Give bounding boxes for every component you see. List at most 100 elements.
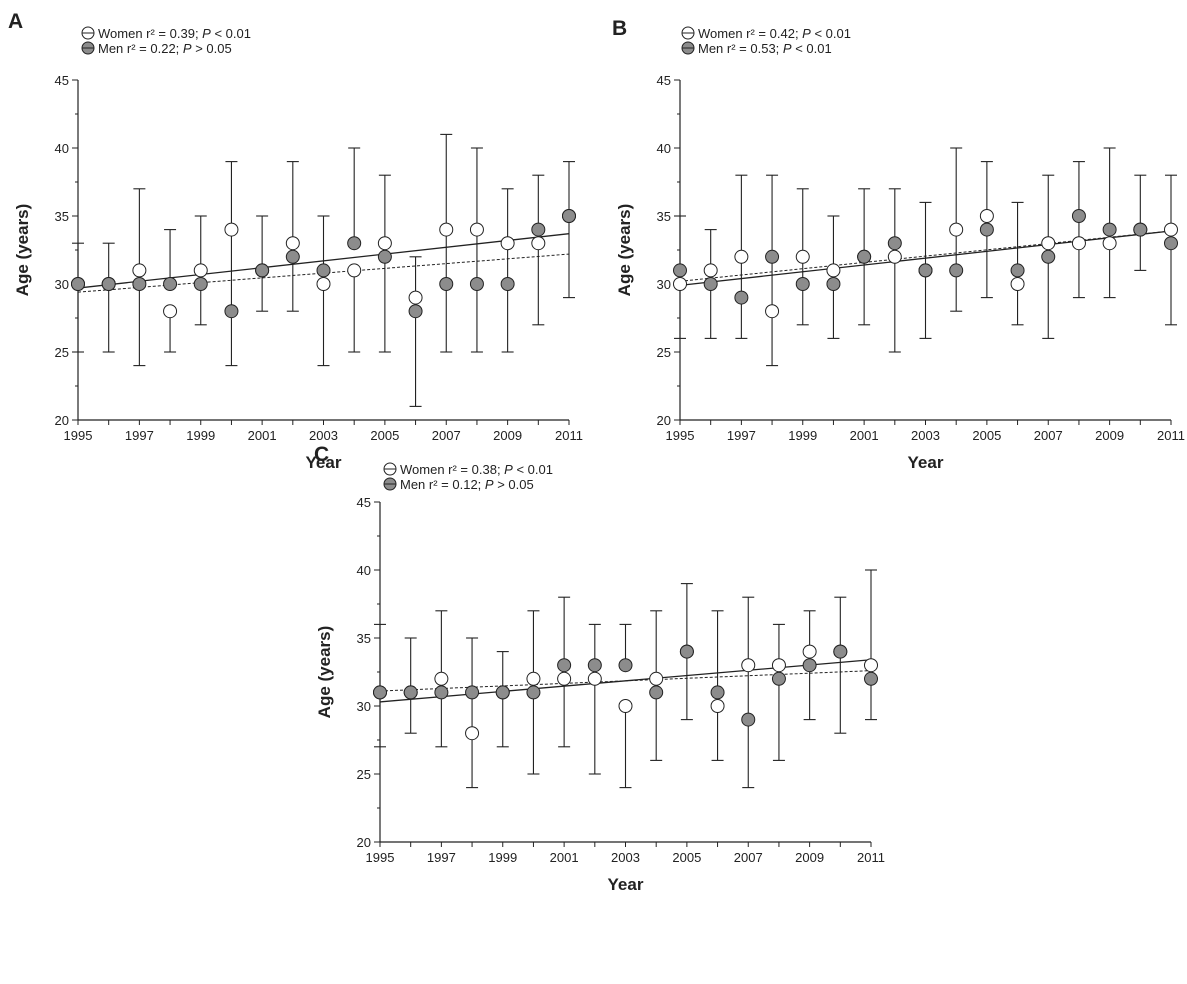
data-point-women bbox=[979, 209, 994, 223]
legend-p-symbol: P bbox=[183, 41, 192, 56]
data-point-women bbox=[618, 699, 633, 713]
data-point-men bbox=[347, 236, 362, 251]
legend-entry: Women r² = 0.38; P < 0.01 bbox=[383, 462, 553, 477]
legend-p-value: > 0.05 bbox=[192, 41, 232, 56]
x-tick-label: 2005 bbox=[972, 428, 1001, 443]
data-point-women bbox=[434, 671, 449, 686]
x-tick-label: 2005 bbox=[370, 428, 399, 443]
x-tick-label: 2001 bbox=[850, 428, 879, 443]
data-point-women bbox=[500, 236, 515, 251]
data-point-men bbox=[1010, 263, 1025, 278]
y-tick-label: 30 bbox=[55, 277, 69, 292]
data-point-men bbox=[373, 685, 387, 700]
y-tick-label: 30 bbox=[657, 277, 671, 292]
data-point-women bbox=[765, 304, 780, 319]
data-point-men bbox=[649, 685, 664, 700]
y-tick-label: 40 bbox=[55, 141, 69, 156]
data-point-women bbox=[408, 290, 423, 305]
data-point-women bbox=[1041, 236, 1056, 251]
data-point-men bbox=[531, 222, 546, 237]
data-point-men bbox=[979, 222, 994, 237]
y-tick-label: 35 bbox=[657, 209, 671, 224]
legend-entry: Women r² = 0.42; P < 0.01 bbox=[681, 26, 851, 41]
x-tick-label: 1999 bbox=[488, 850, 517, 865]
x-tick-label: 1995 bbox=[366, 850, 395, 865]
data-point-men bbox=[439, 277, 454, 291]
y-axis-title: Age (years) bbox=[315, 626, 334, 719]
panel-label: B bbox=[612, 17, 627, 40]
x-tick-label: 1999 bbox=[788, 428, 817, 443]
chart-panel-a: A 1995 1997 1999 2001 2003 2005 2007 2009 2011 20 2… bbox=[8, 10, 583, 472]
data-point-men bbox=[562, 209, 576, 223]
x-tick-label: 1997 bbox=[727, 428, 756, 443]
y-tick-label: 45 bbox=[55, 73, 69, 88]
data-point-women bbox=[316, 277, 331, 291]
x-tick-label: 2005 bbox=[672, 850, 701, 865]
legend-p-value: < 0.01 bbox=[792, 41, 832, 56]
data-point-men bbox=[1133, 222, 1148, 237]
legend-p-value: > 0.05 bbox=[494, 477, 534, 492]
data-point-women bbox=[347, 263, 362, 278]
data-point-men bbox=[618, 658, 633, 673]
data-point-women bbox=[557, 671, 572, 686]
data-point-men bbox=[557, 658, 572, 673]
legend-text: Men r² = 0.12; bbox=[400, 477, 485, 492]
legend-p-symbol: P bbox=[802, 26, 811, 41]
data-point-women bbox=[377, 236, 392, 251]
legend-entry: Women r² = 0.39; P < 0.01 bbox=[81, 26, 251, 41]
legend-label: Women r² = 0.42; P < 0.01 bbox=[698, 26, 851, 41]
data-point-women bbox=[1164, 222, 1178, 237]
x-tick-label: 2007 bbox=[1034, 428, 1063, 443]
x-tick-label: 2009 bbox=[493, 428, 522, 443]
data-point-men bbox=[734, 290, 749, 305]
x-tick-label: 2003 bbox=[309, 428, 338, 443]
data-point-men bbox=[1102, 222, 1117, 237]
data-point-women bbox=[734, 249, 749, 264]
data-point-women bbox=[587, 671, 602, 686]
x-axis-title: Year bbox=[608, 875, 644, 894]
x-axis-title: Year bbox=[306, 453, 342, 472]
data-point-men bbox=[679, 644, 694, 659]
x-tick-label: 2001 bbox=[248, 428, 277, 443]
legend-p-value: < 0.01 bbox=[811, 26, 851, 41]
x-axis-title: Year bbox=[908, 453, 944, 472]
data-point-men bbox=[101, 277, 116, 291]
x-tick-label: 1997 bbox=[125, 428, 154, 443]
data-point-women bbox=[439, 222, 454, 237]
data-point-men bbox=[469, 277, 484, 291]
y-tick-label: 25 bbox=[357, 767, 371, 782]
data-point-men bbox=[526, 685, 541, 700]
trend-line-women bbox=[77, 233, 570, 289]
data-point-men bbox=[285, 249, 300, 264]
legend-p-symbol: P bbox=[202, 26, 211, 41]
y-axis-title: Age (years) bbox=[615, 204, 634, 297]
x-tick-label: 1995 bbox=[666, 428, 695, 443]
y-tick-label: 45 bbox=[357, 495, 371, 510]
data-point-men bbox=[673, 263, 687, 278]
data-point-women bbox=[673, 277, 687, 291]
legend-text: Women r² = 0.39; bbox=[98, 26, 202, 41]
data-point-men bbox=[802, 658, 817, 673]
panel-label: A bbox=[8, 10, 23, 33]
data-point-women bbox=[710, 699, 725, 713]
data-point-men bbox=[193, 277, 208, 291]
x-tick-label: 2011 bbox=[555, 428, 583, 443]
data-point-men bbox=[587, 658, 602, 673]
data-point-women bbox=[887, 249, 902, 264]
legend-label: Women r² = 0.39; P < 0.01 bbox=[98, 26, 251, 41]
chart-panel-b: B 1995 1997 1999 2001 2003 2005 2007 2009 2011 20 2… bbox=[612, 17, 1185, 472]
data-point-women bbox=[163, 304, 178, 319]
x-tick-label: 2001 bbox=[550, 850, 579, 865]
legend-entry: Men r² = 0.12; P > 0.05 bbox=[383, 477, 534, 492]
data-point-women bbox=[526, 671, 541, 686]
legend-p-value: < 0.01 bbox=[211, 26, 251, 41]
data-point-women bbox=[741, 658, 756, 673]
data-point-women bbox=[795, 249, 810, 264]
data-point-men bbox=[132, 277, 147, 291]
data-point-women bbox=[802, 644, 817, 659]
data-point-men bbox=[500, 277, 515, 291]
y-tick-label: 45 bbox=[657, 73, 671, 88]
data-point-men bbox=[434, 685, 449, 700]
data-point-women bbox=[531, 236, 546, 251]
